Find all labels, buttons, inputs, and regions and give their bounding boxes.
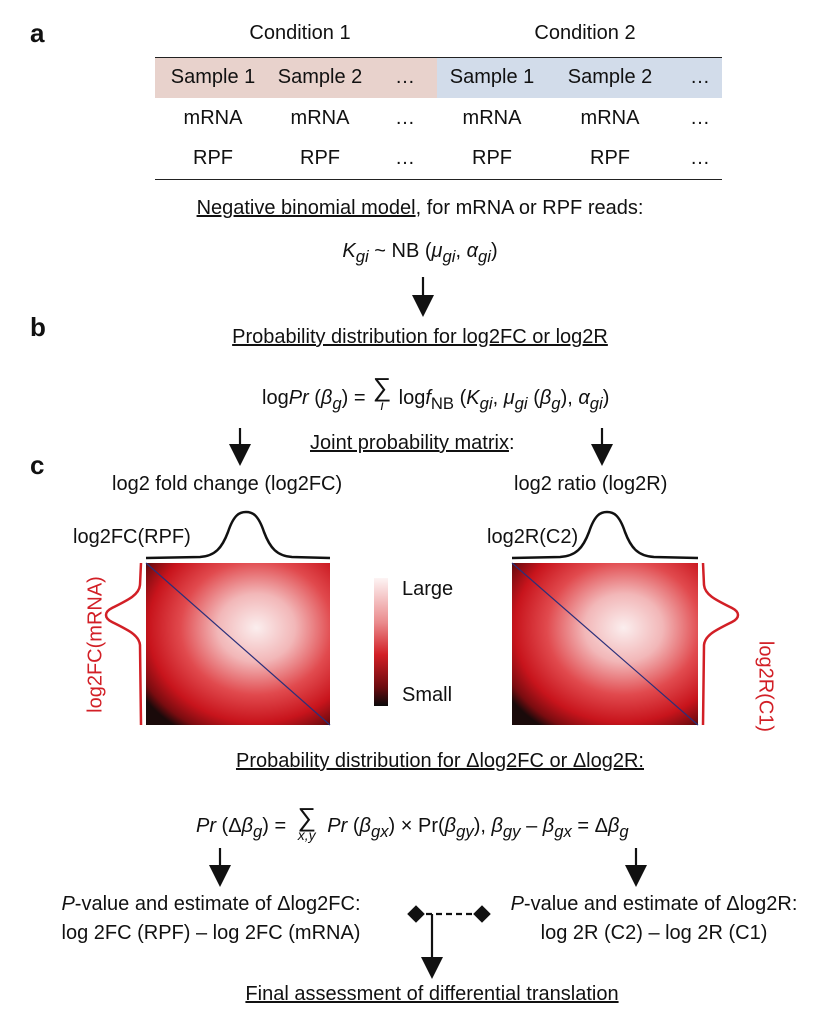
- condition-1-header: Condition 1: [249, 22, 351, 44]
- panel-label-c: c: [30, 450, 45, 480]
- table-cell: …: [690, 66, 710, 88]
- joint-probability-figures: [104, 510, 740, 726]
- panel-b-title: Probability distribution for log2FC or l…: [232, 326, 608, 348]
- right-top-axis-label: log2R(C2): [487, 526, 579, 548]
- left-side-curve: [104, 562, 143, 726]
- table-cell: …: [690, 147, 710, 169]
- right-side-curve: [701, 562, 740, 726]
- scale-small-label: Small: [402, 684, 453, 706]
- panel-label-b: b: [30, 312, 46, 342]
- delta-formula: Pr (Δβg) = ∑ x,y Pr (βgx) × Pr(βgy), βgy …: [196, 802, 629, 843]
- left-heatmap: [145, 562, 331, 726]
- scale-large-label: Large: [402, 578, 454, 600]
- right-heatmap: [511, 562, 699, 726]
- table-cell: …: [395, 147, 415, 169]
- table-cell: Sample 2: [567, 66, 653, 88]
- table-cell: mRNA: [290, 107, 350, 129]
- left-matrix-title: log2 fold change (log2FC): [112, 473, 343, 495]
- left-output-line1: P-value and estimate of Δlog2FC:: [61, 893, 361, 915]
- table-cell: RPF: [590, 147, 630, 169]
- condition-1-band: [155, 58, 437, 98]
- right-matrix-title: log2 ratio (log2R): [514, 473, 668, 495]
- left-side-axis-label: log2FC(mRNA): [84, 576, 107, 713]
- right-output-line1: P-value and estimate of Δlog2R:: [510, 893, 798, 915]
- table-bottom-rule: [155, 179, 722, 180]
- table-cell: mRNA: [183, 107, 243, 129]
- panel-b-formula: logPr (βg) = ∑ i logfNB (Kgi, μgi (βg), α…: [262, 372, 610, 413]
- right-top-curve: [511, 510, 699, 560]
- left-top-curve: [145, 510, 331, 560]
- right-output-line2: log 2R (C2) – log 2R (C1): [540, 922, 768, 944]
- final-assessment-label: Final assessment of differential transla…: [245, 983, 619, 1005]
- color-scale-bar: [374, 578, 388, 706]
- table-cell: RPF: [300, 147, 340, 169]
- table-top-rule: [155, 57, 722, 58]
- condition-2-band: [437, 58, 722, 98]
- panel-label-a: a: [30, 18, 45, 48]
- table-cell: …: [395, 107, 415, 129]
- table-cell: RPF: [193, 147, 233, 169]
- nb-model-title: Negative binomial model, for mRNA or RPF…: [196, 197, 644, 219]
- joint-matrix-label: Joint probability matrix:: [310, 432, 515, 454]
- right-side-axis-label: log2R(C1): [754, 640, 777, 733]
- table-cell: Sample 2: [277, 66, 363, 88]
- table-cell: Sample 1: [170, 66, 256, 88]
- delta-title: Probability distribution for Δlog2FC or …: [235, 750, 644, 772]
- nb-model-formula: Kgi ~ NB (μgi, αgi): [342, 240, 498, 266]
- table-cell: …: [690, 107, 710, 129]
- left-output-line2: log 2FC (RPF) – log 2FC (mRNA): [61, 922, 361, 944]
- left-top-axis-label: log2FC(RPF): [73, 526, 191, 548]
- table-cell: RPF: [472, 147, 512, 169]
- table-cell: Sample 1: [449, 66, 535, 88]
- condition-2-header: Condition 2: [534, 22, 636, 44]
- table-cell: mRNA: [580, 107, 640, 129]
- table-cell: mRNA: [462, 107, 522, 129]
- table-cell: …: [395, 66, 415, 88]
